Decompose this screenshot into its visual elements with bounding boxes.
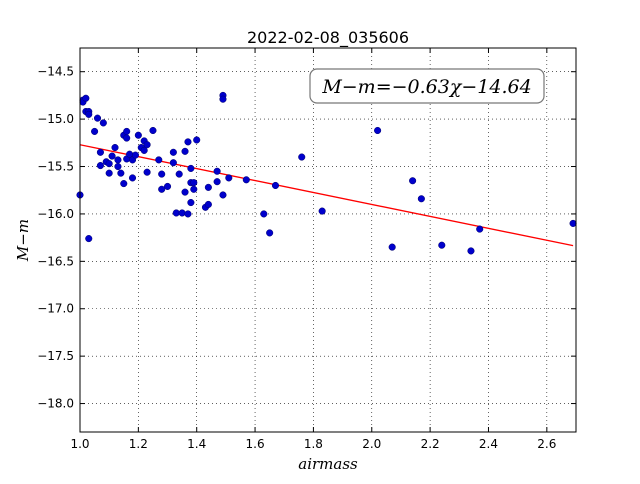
data-point	[298, 153, 306, 161]
data-point	[105, 160, 113, 168]
data-point	[108, 152, 116, 160]
y-tick-label: −18.0	[37, 397, 74, 411]
data-point	[178, 209, 186, 217]
y-tick-label: −15.5	[37, 160, 74, 174]
data-point	[213, 178, 221, 186]
data-point	[134, 131, 142, 139]
data-point	[438, 241, 446, 249]
x-tick-label: 2.6	[537, 437, 556, 451]
data-point	[417, 195, 425, 203]
data-point	[105, 169, 113, 177]
data-point	[388, 243, 396, 251]
data-point	[190, 185, 198, 193]
x-tick-label: 2.2	[421, 437, 440, 451]
fit-equation: M−m=−0.63χ−14.64	[321, 76, 531, 98]
data-point	[318, 207, 326, 215]
data-point	[85, 110, 93, 118]
data-point	[82, 94, 90, 102]
data-point	[143, 141, 151, 149]
x-tick-label: 1.6	[246, 437, 265, 451]
data-point	[374, 126, 382, 135]
y-axis-label: M−m	[14, 219, 32, 262]
data-point	[131, 151, 139, 159]
x-tick-label: 1.0	[70, 437, 89, 451]
y-tick-label: −17.5	[37, 349, 74, 363]
data-point	[184, 138, 192, 146]
data-point	[260, 210, 268, 218]
data-point	[204, 183, 212, 191]
x-tick-label: 1.8	[304, 437, 323, 451]
data-point	[569, 219, 577, 227]
y-tick-label: −16.5	[37, 254, 74, 268]
data-point	[219, 191, 227, 199]
fit-line-group	[79, 144, 574, 247]
data-point	[271, 181, 280, 190]
data-point	[85, 235, 93, 243]
data-point	[158, 170, 166, 178]
data-point	[181, 188, 189, 196]
data-point	[128, 174, 137, 182]
data-point	[219, 95, 227, 103]
data-point	[96, 148, 104, 156]
plot-frame	[79, 47, 577, 433]
data-point	[155, 156, 163, 164]
data-point	[143, 168, 151, 176]
axis-ticks: 1.0 1.2 1.4 1.6 1.8 2.0 2.2 2.4 2.6 −14.5 −15.0 −15…	[37, 48, 576, 451]
y-tick-label: −15.0	[37, 112, 74, 126]
y-tick-label: −17.0	[37, 302, 74, 316]
data-point	[120, 180, 128, 188]
data-point	[114, 156, 122, 164]
data-point	[91, 127, 99, 135]
data-point	[213, 167, 221, 175]
x-tick-label: 1.2	[129, 437, 148, 451]
grid	[79, 48, 576, 432]
data-point	[93, 114, 102, 122]
y-tick-label: −16.0	[37, 207, 74, 221]
y-tick-label: −14.5	[37, 65, 74, 79]
x-tick-label: 1.4	[187, 437, 206, 451]
data-point	[114, 162, 122, 171]
data-point	[158, 185, 166, 193]
data-point	[96, 162, 104, 170]
data-point	[467, 247, 475, 255]
data-point	[266, 229, 274, 237]
x-tick-label: 2.4	[479, 437, 498, 451]
data-point	[225, 174, 233, 182]
data-point	[140, 146, 148, 154]
data-point	[190, 179, 198, 187]
data-points	[76, 91, 577, 255]
data-point	[111, 144, 119, 152]
data-point	[193, 136, 201, 144]
data-point	[409, 177, 417, 185]
data-point	[149, 126, 157, 135]
data-point	[117, 169, 125, 177]
data-point	[476, 225, 484, 233]
x-tick-label: 2.0	[362, 437, 381, 451]
x-axis-label: airmass	[298, 455, 358, 473]
fit-line	[79, 144, 574, 247]
data-point	[163, 182, 172, 190]
data-point	[169, 148, 177, 156]
data-point	[187, 198, 195, 207]
data-point	[187, 164, 195, 172]
data-point	[175, 170, 183, 178]
data-point	[123, 127, 131, 135]
fit-equation-box: M−m=−0.63χ−14.64	[309, 68, 545, 104]
data-point	[123, 134, 131, 142]
data-point	[242, 176, 250, 184]
data-point	[204, 200, 212, 208]
data-point	[169, 159, 177, 167]
chart-title: 2022-02-08_035606	[247, 28, 409, 48]
data-point	[181, 147, 189, 155]
data-point	[184, 210, 192, 218]
equation-box-border	[309, 68, 545, 104]
data-point	[99, 119, 107, 127]
